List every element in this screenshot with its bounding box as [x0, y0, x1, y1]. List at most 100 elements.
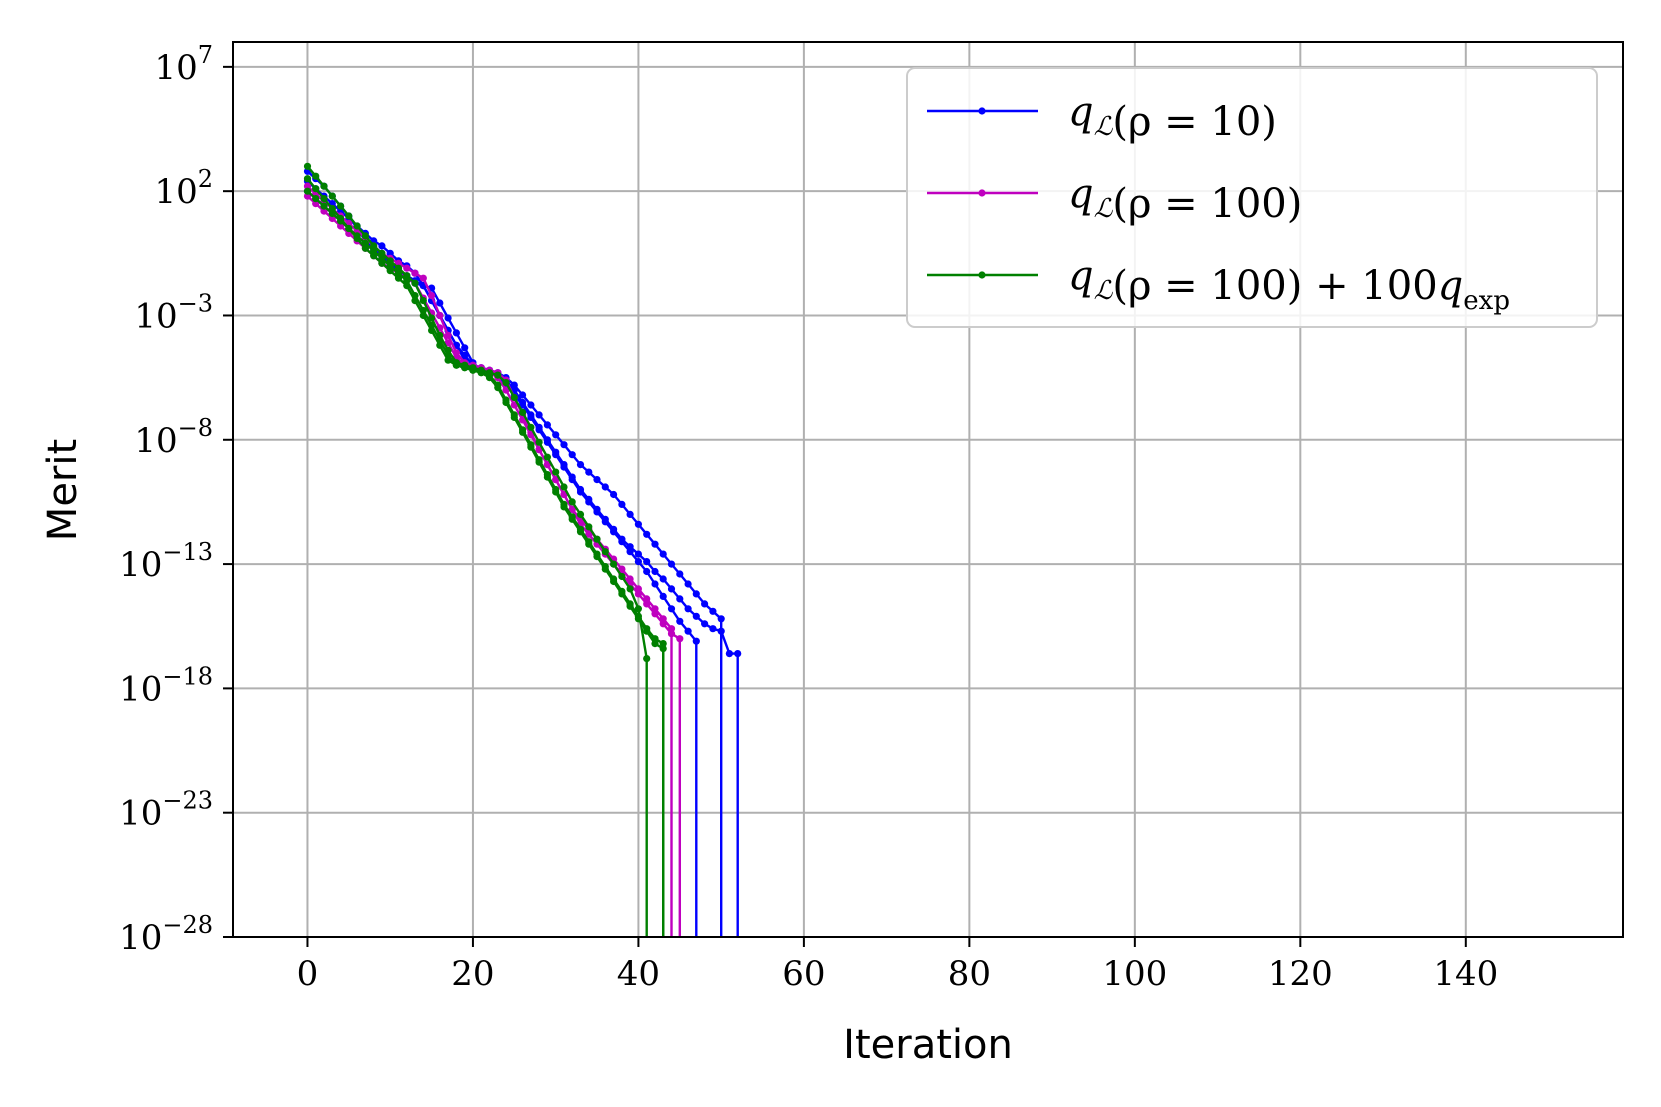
series-7-point-13 — [411, 292, 419, 300]
series-7-point-1 — [312, 195, 320, 203]
series-2-point-40 — [634, 520, 643, 528]
legend-swatch-marker-1 — [978, 189, 986, 197]
series-5-point-39 — [626, 585, 634, 593]
series-7-point-40 — [634, 612, 643, 620]
series-1-point-39 — [626, 548, 634, 556]
series-5-point-35 — [593, 535, 601, 543]
y-tick-label-0: 107 — [154, 41, 213, 88]
series-4-point-24 — [502, 386, 510, 394]
series-5-point-13 — [411, 279, 419, 287]
series-5-point-23 — [494, 371, 502, 379]
series-0-point-9 — [378, 242, 386, 250]
series-1-point-31 — [560, 463, 568, 471]
series-5-point-1 — [312, 172, 320, 180]
series-2-point-38 — [618, 500, 626, 508]
series-2-point-43 — [659, 550, 667, 558]
series-2-point-29 — [543, 421, 552, 429]
series-2-point-47 — [692, 590, 700, 598]
series-1-point-17 — [444, 314, 452, 322]
series-5-point-0 — [303, 162, 312, 170]
series-7-point-41 — [643, 625, 651, 633]
series-1-point-45 — [676, 617, 684, 625]
series-7-point-38 — [618, 587, 626, 596]
series-0-point-10 — [386, 249, 394, 257]
series-7-point-35 — [593, 550, 601, 558]
series-2-point-46 — [684, 580, 692, 588]
series-5-point-32 — [568, 498, 576, 506]
series-3-point-13 — [411, 269, 419, 277]
series-5-point-4 — [337, 202, 345, 210]
series-5-point-28 — [535, 438, 543, 446]
series-2-point-39 — [626, 510, 634, 518]
series-0-point-45 — [676, 595, 684, 603]
series-1-point-41 — [643, 567, 651, 576]
series-5-point-24 — [502, 379, 510, 387]
series-7-point-17 — [444, 351, 452, 359]
series-5-point-37 — [610, 560, 618, 568]
series-1-point-18 — [452, 329, 460, 337]
series-0-point-42 — [651, 567, 659, 576]
y-tick-label-2: 10−3 — [134, 289, 213, 336]
legend-swatch-marker-0 — [978, 107, 986, 115]
series-0-point-52 — [734, 650, 742, 658]
series-5-point-3 — [328, 192, 336, 200]
series-7-point-32 — [568, 513, 576, 521]
series-0-point-49 — [709, 625, 717, 633]
x-axis-label: Iteration — [843, 1022, 1013, 1068]
legend-label-1: qℒ(ρ = 100) — [1068, 171, 1302, 227]
series-2-point-42 — [651, 540, 659, 548]
series-2-point-25 — [510, 381, 518, 389]
series-5-point-36 — [601, 548, 609, 556]
series-3-point-0 — [303, 182, 312, 190]
y-tick-label-3: 10−8 — [134, 414, 213, 461]
series-1-point-42 — [651, 580, 659, 588]
series-layer — [303, 162, 742, 937]
series-1-point-27 — [527, 413, 535, 421]
y-tick-label-5: 10−18 — [119, 662, 213, 709]
series-1-point-33 — [576, 488, 585, 496]
legend: qℒ(ρ = 10) qℒ(ρ = 100) qℒ(ρ = 100) + 100qe… — [906, 67, 1598, 328]
series-7-point-28 — [535, 456, 543, 464]
y-tick-label-1: 102 — [154, 165, 213, 212]
series-4-point-39 — [626, 575, 634, 583]
series-2-point-33 — [576, 461, 585, 469]
series-4-point-40 — [634, 585, 643, 593]
series-7-point-29 — [543, 471, 552, 479]
series-7-point-36 — [601, 563, 609, 571]
series-6-point-2 — [320, 195, 328, 203]
series-2-point-32 — [568, 451, 576, 459]
series-7-point-25 — [510, 411, 518, 419]
series-5-point-34 — [585, 523, 593, 531]
series-3-point-15 — [428, 292, 436, 300]
series-4-point-38 — [618, 565, 626, 573]
series-7-point-30 — [552, 485, 560, 494]
series-4-point-41 — [643, 595, 651, 603]
series-0-point-43 — [659, 575, 667, 583]
series-7-point-9 — [378, 254, 386, 262]
series-4-point-43 — [659, 615, 667, 623]
series-0-point-46 — [684, 605, 692, 613]
series-2-point-31 — [560, 441, 568, 449]
series-1-point-30 — [552, 451, 560, 459]
series-1-point-43 — [659, 592, 667, 601]
series-5-point-30 — [552, 468, 560, 476]
series-1-point-16 — [436, 299, 444, 307]
series-1-point-47 — [692, 637, 700, 645]
series-2-point-45 — [676, 570, 684, 578]
y-axis-label: Merit — [40, 439, 86, 541]
series-5-point-6 — [353, 222, 361, 230]
series-7-point-11 — [394, 269, 403, 277]
series-7-point-12 — [403, 277, 411, 285]
series-5-point-2 — [320, 182, 328, 190]
series-7-point-33 — [576, 525, 585, 533]
series-2-point-26 — [519, 391, 527, 399]
series-1-point-29 — [543, 438, 552, 446]
series-5-point-41 — [643, 655, 651, 663]
series-7-point-19 — [461, 364, 469, 372]
x-tick-label-2: 40 — [617, 954, 660, 994]
series-2-point-49 — [709, 607, 717, 615]
series-5-point-38 — [618, 572, 626, 581]
series-1-point-37 — [610, 528, 618, 536]
series-2-point-35 — [593, 476, 601, 484]
